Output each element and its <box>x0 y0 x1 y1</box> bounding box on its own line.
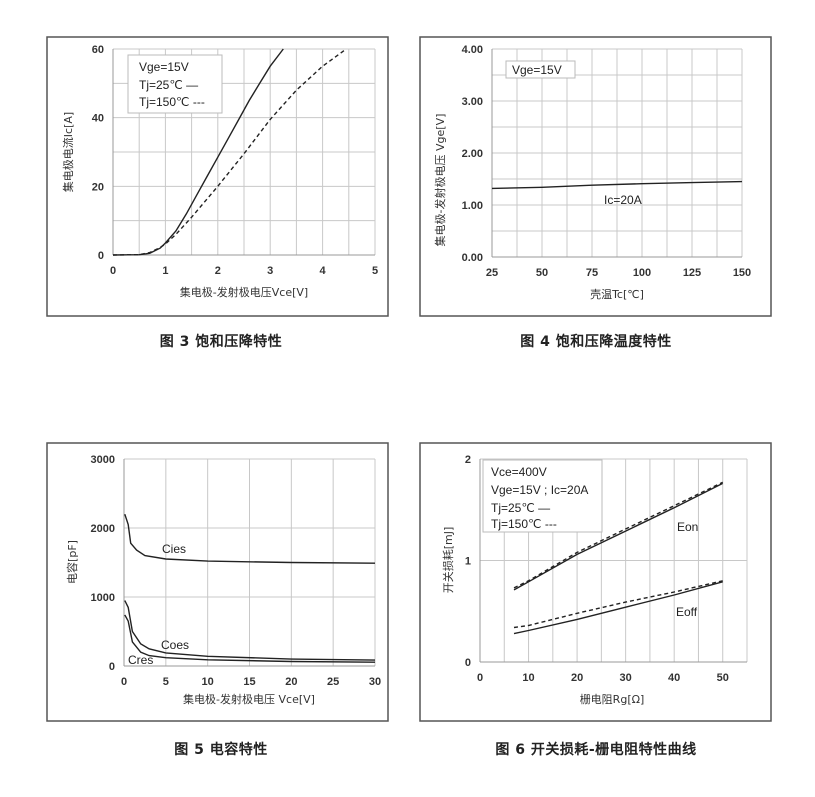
x-tick-label: 25 <box>486 267 498 279</box>
y-tick-label: 1000 <box>91 592 115 604</box>
legend-entry: Tj=25℃ — <box>491 501 550 515</box>
y-tick-label: 0 <box>98 250 104 262</box>
legend-entry: Vge=15V ; Ic=20A <box>491 483 588 497</box>
x-tick-label: 125 <box>683 267 701 279</box>
x-tick-label: 30 <box>620 672 632 684</box>
x-tick-label: 50 <box>717 672 729 684</box>
annotation-label: Eoff <box>676 605 698 619</box>
x-tick-label: 3 <box>267 265 273 277</box>
figure-6-caption: 图 6 开关损耗-栅电阻特性曲线 <box>495 742 697 758</box>
series-line-cres <box>124 614 376 663</box>
y-axis-label: 集电极-发射极电压 Vge[V] <box>433 114 447 247</box>
series-label-cres: Cres <box>128 653 153 667</box>
x-tick-label: 0 <box>477 672 483 684</box>
series-label-cies: Cies <box>162 542 186 556</box>
x-tick-label: 5 <box>372 265 378 277</box>
x-tick-label: 2 <box>215 265 221 277</box>
annotation-label: Eon <box>677 520 698 534</box>
legend-box <box>482 459 603 533</box>
y-tick-label: 20 <box>92 181 104 193</box>
x-tick-label: 100 <box>633 267 651 279</box>
y-tick-label: 0 <box>109 661 115 673</box>
chart-6: 0 10 20 30 40 50 0 1 2 栅电阻Rg[Ω] 开关损耗[mJ] Vce=400V Vg… <box>419 442 772 722</box>
series-line <box>112 48 347 256</box>
legend-entry: Vce=400V <box>491 465 547 479</box>
x-tick-label: 15 <box>243 676 255 688</box>
chart-frame <box>46 442 389 722</box>
y-tick-label: 40 <box>92 113 104 125</box>
chart-frame <box>419 36 772 317</box>
y-tick-label: 3.00 <box>462 96 483 108</box>
y-tick-label: 3000 <box>91 454 115 466</box>
legend-box <box>505 60 576 79</box>
annotation-label: Ic=20A <box>604 193 642 207</box>
x-axis-label: 栅电阻Rg[Ω] <box>580 692 645 706</box>
y-axis-label: 开关损耗[mJ] <box>441 527 455 594</box>
figure-3-caption: 图 3 饱和压降特性 <box>159 334 283 350</box>
x-tick-label: 4 <box>320 265 327 277</box>
series-line-eon <box>513 482 724 591</box>
y-axis-label: 集电极电流Ic[A] <box>61 112 75 192</box>
x-tick-label: 30 <box>369 676 381 688</box>
legend-entry: Vge=15V <box>512 63 562 77</box>
x-axis-label: 集电极-发射极电压 Vce[V] <box>183 692 315 706</box>
series-line <box>491 180 743 190</box>
x-tick-label: 50 <box>536 267 548 279</box>
y-tick-label: 2 <box>465 454 471 466</box>
y-tick-label: 1 <box>465 556 471 568</box>
x-tick-label: 0 <box>110 265 116 277</box>
series-label-coes: Coes <box>161 638 189 652</box>
legend-entry: Tj=25℃ — <box>139 78 198 92</box>
y-tick-label: 1.00 <box>462 200 483 212</box>
x-tick-label: 1 <box>162 265 168 277</box>
y-tick-label: 0.00 <box>462 252 483 264</box>
y-tick-label: 4.00 <box>462 44 483 56</box>
x-tick-label: 5 <box>163 676 169 688</box>
series-line-eon <box>513 481 724 589</box>
series-line-coes <box>124 600 376 661</box>
figure-4-caption: 图 4 饱和压降温度特性 <box>520 334 672 350</box>
x-tick-label: 20 <box>571 672 583 684</box>
x-axis-label: 集电极-发射极电压Vce[V] <box>180 285 308 299</box>
x-tick-label: 20 <box>285 676 297 688</box>
y-axis-label: 电容[pF] <box>65 540 79 584</box>
x-tick-label: 10 <box>522 672 534 684</box>
x-tick-label: 40 <box>668 672 680 684</box>
legend-entry: Vge=15V <box>139 60 189 74</box>
chart-5: 0 5 10 15 20 25 30 0 1000 2000 3000 集电极-发射极电压 Vce[V… <box>46 442 389 722</box>
chart-4: 25 50 75 100 125 150 0.00 1.00 2.00 3.00 4.00 壳温Tc[… <box>419 36 772 317</box>
x-tick-label: 25 <box>327 676 339 688</box>
x-tick-label: 0 <box>121 676 127 688</box>
x-tick-label: 150 <box>733 267 751 279</box>
legend-entry: Tj=150℃ --- <box>139 95 205 109</box>
y-tick-label: 0 <box>465 657 471 669</box>
series-line-cies <box>124 513 376 564</box>
x-axis-label: 壳温Tc[℃] <box>590 287 644 301</box>
y-tick-label: 2.00 <box>462 148 483 160</box>
y-tick-label: 60 <box>92 44 104 56</box>
figure-5-caption: 图 5 电容特性 <box>174 742 268 758</box>
x-tick-label: 10 <box>202 676 214 688</box>
legend-entry: Tj=150℃ --- <box>491 517 557 531</box>
x-tick-label: 75 <box>586 267 598 279</box>
y-tick-label: 2000 <box>91 523 115 535</box>
series-line-eoff <box>513 581 723 635</box>
chart-3: 0 1 2 3 4 5 0 20 40 60 集电极-发射极电压Vce[V] 集电极电流Ic[A] Vg… <box>46 36 389 317</box>
legend-box <box>127 54 223 114</box>
